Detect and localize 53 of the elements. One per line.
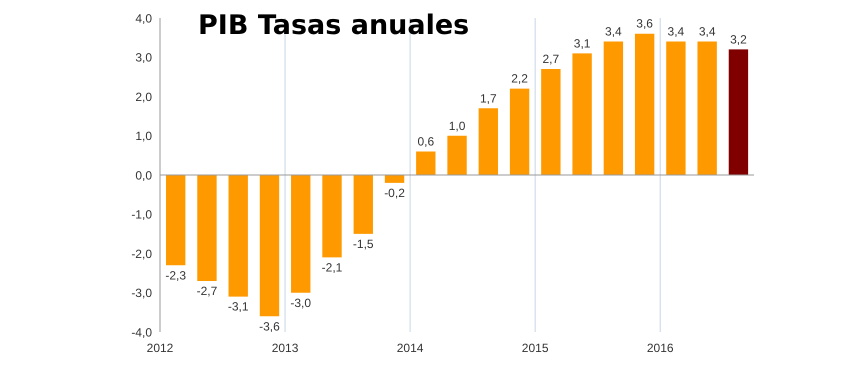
x-tick-label: 2012 (146, 341, 174, 355)
chart-title: PIB Tasas anuales (198, 10, 470, 41)
data-label: 3,4 (698, 24, 716, 39)
bar (197, 175, 217, 281)
data-label: -2,1 (322, 260, 343, 274)
data-label: 1,0 (448, 118, 466, 133)
data-label: -1,5 (352, 236, 374, 251)
x-tick-label: 2015 (522, 341, 549, 355)
data-label: -3,1 (228, 300, 249, 314)
y-tick-label: -3,0 (131, 286, 152, 300)
bar (291, 175, 310, 293)
data-label: -2,7 (196, 284, 218, 298)
y-tick-label: -2,0 (131, 246, 152, 261)
y-tick-label: 2,0 (135, 90, 152, 104)
bar (384, 175, 404, 183)
y-tick-label: 0,0 (135, 168, 152, 182)
bar (260, 175, 280, 316)
data-label: 2,7 (542, 52, 560, 66)
bar (322, 175, 342, 258)
bar (354, 175, 373, 234)
bar (478, 108, 498, 175)
bar (697, 42, 717, 175)
data-label: 3,4 (668, 24, 685, 39)
y-tick-label: 1,0 (135, 129, 152, 144)
data-label: 1,7 (480, 91, 497, 106)
data-label: 3,6 (636, 16, 654, 31)
bar (510, 88, 530, 175)
data-label: -3,0 (290, 296, 312, 310)
data-label: 3,1 (574, 36, 591, 50)
x-tick-label: 2016 (646, 341, 674, 355)
x-tick-label: 2013 (272, 341, 299, 355)
data-label: 3,4 (605, 24, 622, 39)
y-tick-label: 4,0 (135, 11, 152, 26)
bar (228, 175, 248, 297)
bar (634, 34, 654, 175)
data-label: 2,2 (511, 72, 528, 86)
y-tick-label: 3,0 (135, 50, 152, 65)
data-label: 3,2 (730, 32, 748, 46)
bar (541, 69, 561, 175)
y-tick-label: -1,0 (131, 208, 152, 222)
bar (572, 53, 592, 175)
bar (416, 151, 436, 175)
bar (166, 175, 186, 266)
bar (447, 136, 467, 175)
data-label: 0,6 (417, 134, 434, 148)
data-label: -2,3 (165, 268, 186, 282)
bar (666, 42, 686, 175)
x-tick-label: 2014 (396, 341, 424, 355)
data-label: -0,2 (384, 186, 406, 200)
bar (604, 42, 624, 175)
bar (728, 49, 748, 175)
data-label: -3,6 (259, 319, 280, 334)
y-tick-label: -4,0 (131, 325, 152, 340)
